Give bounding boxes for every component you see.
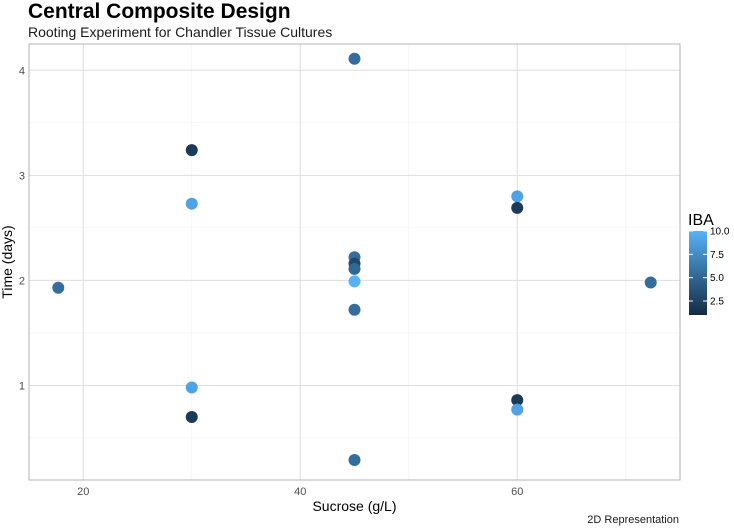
legend-tick-label: 7.5: [710, 250, 724, 261]
legend-title: IBA: [688, 212, 714, 229]
data-point: [511, 403, 524, 416]
y-axis-title: Time (days): [0, 225, 15, 298]
legend-tick-label: 2.5: [710, 297, 724, 308]
y-tick-label: 3: [19, 170, 25, 182]
chart-caption: 2D Representation: [587, 514, 679, 526]
minor-gridlines: [29, 44, 680, 480]
data-point: [52, 281, 65, 294]
data-point: [348, 454, 361, 467]
data-point: [511, 190, 524, 203]
x-tick-label: 40: [294, 486, 306, 498]
data-point: [644, 276, 657, 289]
data-point: [348, 262, 361, 275]
data-point: [511, 394, 524, 407]
x-tick-label: 60: [511, 486, 523, 498]
y-tick-label: 1: [19, 380, 25, 392]
y-tick-label: 4: [19, 65, 25, 77]
chart-subtitle: Rooting Experiment for Chandler Tissue C…: [28, 24, 333, 40]
x-axis-title: Sucrose (g/L): [312, 498, 396, 514]
y-tick-label: 2: [19, 275, 25, 287]
data-point: [185, 144, 198, 157]
data-point: [185, 381, 198, 394]
legend-colorbar: [689, 231, 707, 315]
data-points: [52, 52, 657, 467]
y-tick-labels: 1 2 3 4: [19, 65, 25, 392]
data-point: [185, 410, 198, 423]
legend-ticks: 2.5 5.0 7.5 10.0: [689, 227, 730, 308]
legend-tick-label: 5.0: [710, 273, 724, 284]
data-point: [511, 201, 524, 214]
color-legend: IBA 2.5 5.0 7.5 10.0: [688, 212, 730, 315]
legend-tick-label: 10.0: [710, 227, 730, 238]
data-point: [185, 197, 198, 210]
x-tick-label: 20: [77, 486, 89, 498]
x-tick-labels: 20 40 60: [77, 486, 523, 498]
data-point: [348, 303, 361, 316]
chart-title: Central Composite Design: [28, 0, 291, 23]
data-point: [348, 52, 361, 65]
data-point: [348, 275, 361, 288]
panel-border: [28, 43, 681, 481]
